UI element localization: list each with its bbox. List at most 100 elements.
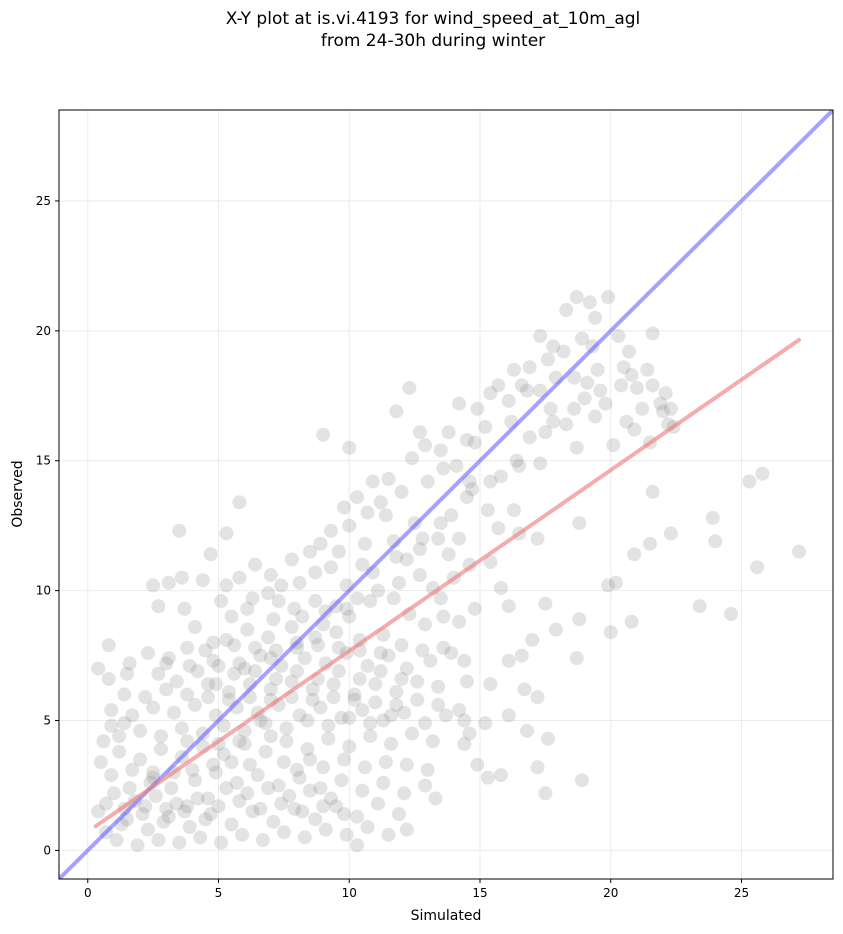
data-point (161, 575, 176, 590)
data-point (316, 427, 331, 442)
data-point (119, 666, 134, 681)
y-tick-label: 25 (36, 194, 51, 208)
data-point (360, 820, 375, 835)
data-point (245, 804, 260, 819)
data-point (373, 495, 388, 510)
data-point (232, 794, 247, 809)
data-point (452, 531, 467, 546)
data-point (420, 762, 435, 777)
x-tick-label: 20 (603, 886, 618, 900)
data-point (465, 482, 480, 497)
data-point (593, 383, 608, 398)
data-point (313, 781, 328, 796)
data-point (151, 833, 166, 848)
data-point (271, 594, 286, 609)
data-point (501, 393, 516, 408)
data-point (705, 510, 720, 525)
data-point (436, 609, 451, 624)
data-point (305, 692, 320, 707)
data-point (258, 744, 273, 759)
data-point (198, 643, 213, 658)
data-point (452, 614, 467, 629)
x-tick-label: 25 (734, 886, 749, 900)
data-point (412, 568, 427, 583)
data-point (203, 547, 218, 562)
data-point (201, 677, 216, 692)
data-point (425, 734, 440, 749)
data-point (172, 835, 187, 850)
data-point (279, 721, 294, 736)
data-point (297, 830, 312, 845)
reference-line-1to1 (59, 110, 833, 879)
data-point (449, 458, 464, 473)
data-point (316, 760, 331, 775)
data-point (755, 466, 770, 481)
data-point (514, 648, 529, 663)
data-point (104, 768, 119, 783)
trend-lines (59, 110, 833, 879)
data-point (645, 378, 660, 393)
data-point (180, 640, 195, 655)
data-point (540, 731, 555, 746)
chart-title-line-2: from 24-30h during winter (320, 31, 546, 51)
data-point (708, 534, 723, 549)
data-point (274, 578, 289, 593)
data-point (452, 703, 467, 718)
data-point (433, 516, 448, 531)
data-point (567, 401, 582, 416)
data-point (276, 755, 291, 770)
data-point (444, 645, 459, 660)
data-point (310, 638, 325, 653)
data-point (263, 568, 278, 583)
data-point (331, 544, 346, 559)
data-point (483, 555, 498, 570)
data-point (441, 547, 456, 562)
data-point (331, 664, 346, 679)
data-point (177, 804, 192, 819)
data-point (376, 713, 391, 728)
data-point (187, 697, 202, 712)
data-point (614, 378, 629, 393)
data-point (185, 762, 200, 777)
data-point (334, 710, 349, 725)
data-point (470, 757, 485, 772)
data-point (363, 716, 378, 731)
data-point (287, 601, 302, 616)
data-point (457, 736, 472, 751)
data-point (459, 490, 474, 505)
data-point (305, 682, 320, 697)
data-point (616, 360, 631, 375)
data-point (658, 386, 673, 401)
data-point (512, 458, 527, 473)
data-point (258, 716, 273, 731)
data-point (381, 648, 396, 663)
data-point (394, 638, 409, 653)
data-point (378, 508, 393, 523)
data-point (412, 542, 427, 557)
data-point (133, 752, 148, 767)
y-tick-label: 0 (43, 843, 51, 857)
data-point (431, 531, 446, 546)
data-point (125, 708, 140, 723)
data-point (470, 401, 485, 416)
data-point (645, 326, 660, 341)
data-point (242, 757, 257, 772)
data-point (269, 643, 284, 658)
data-point (263, 651, 278, 666)
data-point (635, 401, 650, 416)
data-point (161, 809, 176, 824)
data-point (360, 658, 375, 673)
data-point (203, 807, 218, 822)
data-point (457, 653, 472, 668)
data-point (138, 690, 153, 705)
data-point (261, 781, 276, 796)
data-point (598, 396, 613, 411)
data-point (334, 773, 349, 788)
data-point (603, 625, 618, 640)
data-point (389, 404, 404, 419)
data-point (378, 755, 393, 770)
data-point (232, 570, 247, 585)
data-point (303, 783, 318, 798)
data-point (208, 765, 223, 780)
data-point (255, 833, 270, 848)
